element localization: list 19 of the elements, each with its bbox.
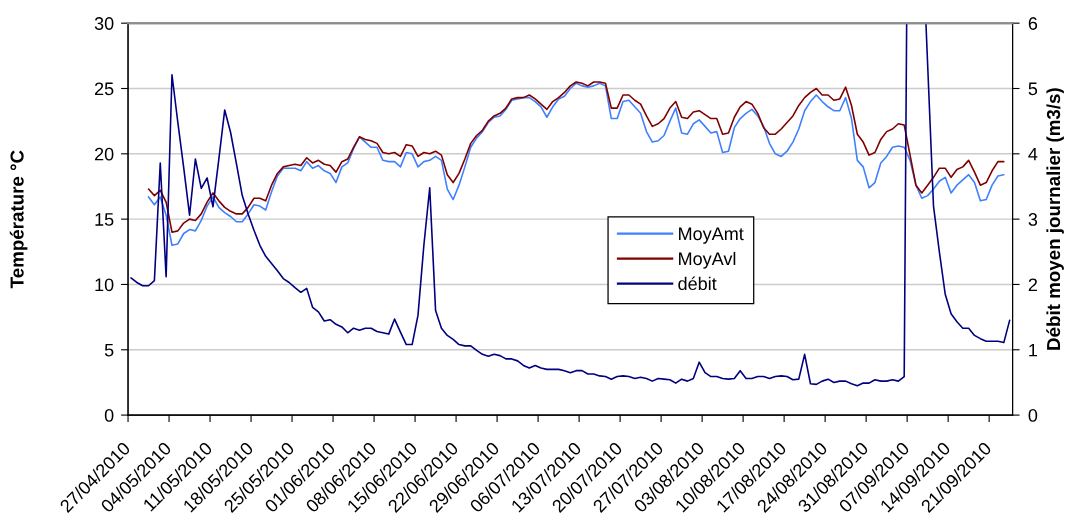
y-axis-title: Température °C [9, 150, 28, 289]
y-tick-label: 15 [95, 213, 114, 226]
y-tick-label: 0 [104, 409, 114, 422]
y-tick-label: 20 [94, 147, 114, 161]
y2-tick-label: 5 [1028, 82, 1038, 96]
y2-axis-title: Débit moyen journalier (m3/s) [1046, 88, 1064, 350]
y-tick-label: 30 [94, 17, 114, 30]
y2-tick-label: 4 [1028, 147, 1038, 161]
y2-tick-label: 3 [1028, 213, 1038, 226]
legend-label: MoyAvl [679, 251, 736, 269]
y2-tick-label: 1 [1029, 343, 1038, 357]
y2-tick-label: 0 [1028, 409, 1038, 422]
y-tick-label: 5 [104, 343, 114, 357]
y2-tick-label: 6 [1028, 17, 1038, 30]
legend-label: MoyAmt [679, 227, 744, 244]
y2-tick-label: 2 [1028, 278, 1037, 291]
legend-label: débit [678, 276, 717, 291]
y-tick-label: 25 [94, 82, 114, 96]
y-tick-label: 10 [95, 278, 114, 292]
